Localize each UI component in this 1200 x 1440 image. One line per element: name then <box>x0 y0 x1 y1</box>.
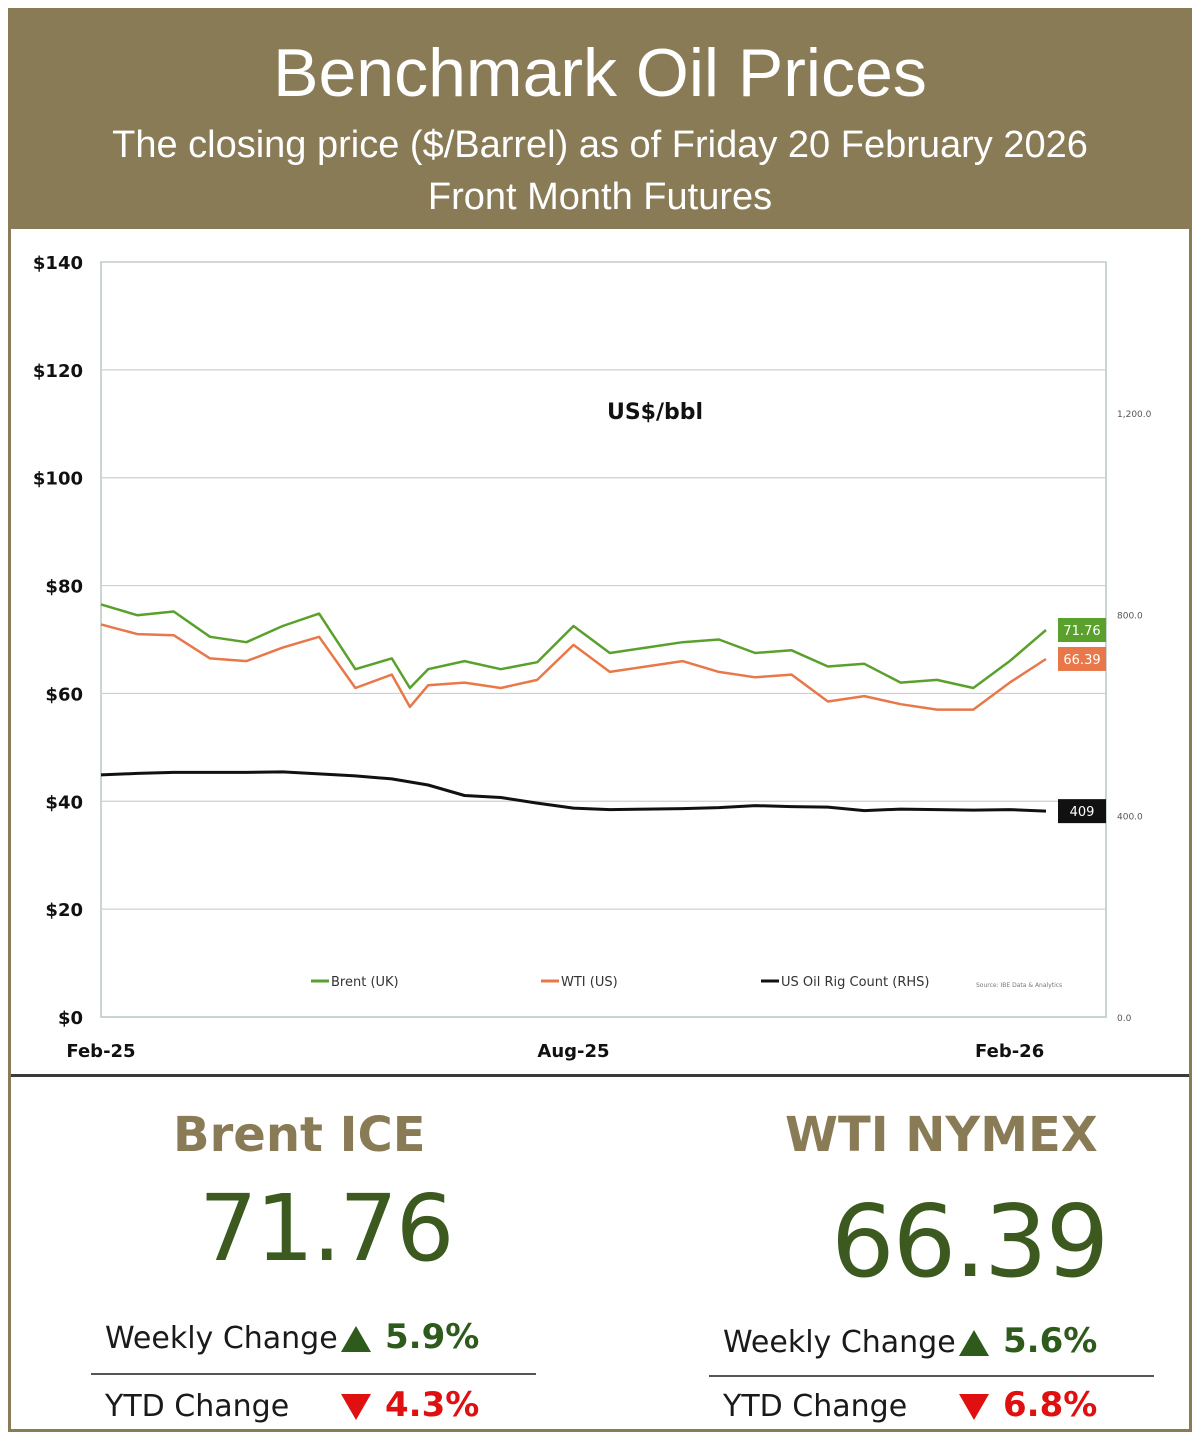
brent-ytd-row: YTD Change 4.3% <box>91 1381 536 1433</box>
end-label: 409 <box>1070 805 1095 820</box>
page-subtitle: The closing price ($/Barrel) as of Frida… <box>112 124 1088 166</box>
wti-panel: WTI NYMEX 66.39 Weekly Change 5.6% YTD C… <box>699 1077 1200 1429</box>
series-line <box>100 603 1047 690</box>
header-banner: Benchmark Oil Prices The closing price (… <box>11 11 1189 229</box>
brent-ytd-label: YTD Change <box>105 1389 290 1424</box>
brent-title: Brent ICE <box>173 1107 426 1163</box>
brent-ytd-value: 4.3% <box>341 1385 479 1425</box>
x-tick-label: Aug-25 <box>537 1041 609 1062</box>
end-label-box <box>1058 646 1106 671</box>
price-chart-svg: $0 $20 $40 $60 $80 $100 $120 $140 0.0 400.0 800.0 1… <box>33 253 1152 1062</box>
y-tick-label: $80 <box>45 577 83 598</box>
wti-weekly-value: 5.6% <box>959 1321 1097 1361</box>
end-label-box <box>1058 618 1106 643</box>
y2-tick-label: 1,200.0 <box>1117 410 1152 420</box>
price-chart: $0 $20 $40 $60 $80 $100 $120 $140 0.0 400.0 800.0 1… <box>11 229 1189 1074</box>
brent-row-divider <box>91 1373 536 1375</box>
chart-title: US$/bbl <box>607 400 703 425</box>
end-label: 71.76 <box>1063 624 1100 639</box>
legend-label: US Oil Rig Count (RHS) <box>781 975 929 990</box>
brent-price: 71.76 <box>199 1175 454 1282</box>
y-tick-label: $60 <box>45 684 83 705</box>
brent-weekly-value: 5.9% <box>341 1317 479 1357</box>
legend-label: WTI (US) <box>561 975 618 990</box>
brent-weekly-row: Weekly Change 5.9% <box>91 1313 536 1365</box>
up-arrow-icon <box>341 1325 371 1352</box>
legend-label: Brent (UK) <box>331 975 399 990</box>
wti-ytd-percent: 6.8% <box>1003 1385 1098 1425</box>
up-arrow-icon <box>959 1329 989 1356</box>
wti-weekly-label: Weekly Change <box>723 1325 956 1360</box>
infographic-frame: Benchmark Oil Prices The closing price (… <box>8 8 1192 1432</box>
y-tick-label: $120 <box>33 361 83 382</box>
y2-tick-label: 0.0 <box>1117 1014 1132 1024</box>
down-arrow-icon <box>959 1393 989 1420</box>
end-label-box <box>1058 799 1106 824</box>
brent-panel: Brent ICE 71.76 Weekly Change 5.9% YTD C… <box>81 1077 641 1429</box>
section-divider <box>11 1074 1189 1077</box>
brent-weekly-percent: 5.9% <box>385 1317 480 1357</box>
series-line <box>100 770 1047 813</box>
wti-price: 66.39 <box>831 1183 1109 1300</box>
x-tick-label: Feb-25 <box>66 1041 135 1062</box>
wti-title: WTI NYMEX <box>785 1107 1098 1163</box>
brent-weekly-label: Weekly Change <box>105 1321 338 1356</box>
wti-row-divider <box>709 1375 1154 1377</box>
series-line <box>100 623 1047 711</box>
wti-ytd-row: YTD Change 6.8% <box>709 1381 1154 1433</box>
wti-ytd-label: YTD Change <box>723 1389 908 1424</box>
down-arrow-icon <box>341 1393 371 1420</box>
y-tick-label: $100 <box>33 469 83 490</box>
end-label: 66.39 <box>1063 653 1100 668</box>
source-note: Source: IBE Data & Analytics <box>976 982 1062 989</box>
y-tick-label: $40 <box>45 792 83 813</box>
brent-ytd-percent: 4.3% <box>385 1385 480 1425</box>
wti-weekly-percent: 5.6% <box>1003 1321 1098 1361</box>
wti-weekly-row: Weekly Change 5.6% <box>709 1317 1154 1369</box>
y-tick-label: $20 <box>45 900 83 921</box>
wti-ytd-value: 6.8% <box>959 1385 1097 1425</box>
y-tick-label: $140 <box>33 253 83 274</box>
x-tick-label: Feb-26 <box>975 1041 1044 1062</box>
y2-tick-label: 800.0 <box>1117 611 1143 621</box>
page-title: Benchmark Oil Prices <box>273 35 927 111</box>
y2-tick-label: 400.0 <box>1117 813 1143 823</box>
y-tick-label: $0 <box>58 1008 83 1029</box>
page-subtitle-2: Front Month Futures <box>427 176 773 218</box>
